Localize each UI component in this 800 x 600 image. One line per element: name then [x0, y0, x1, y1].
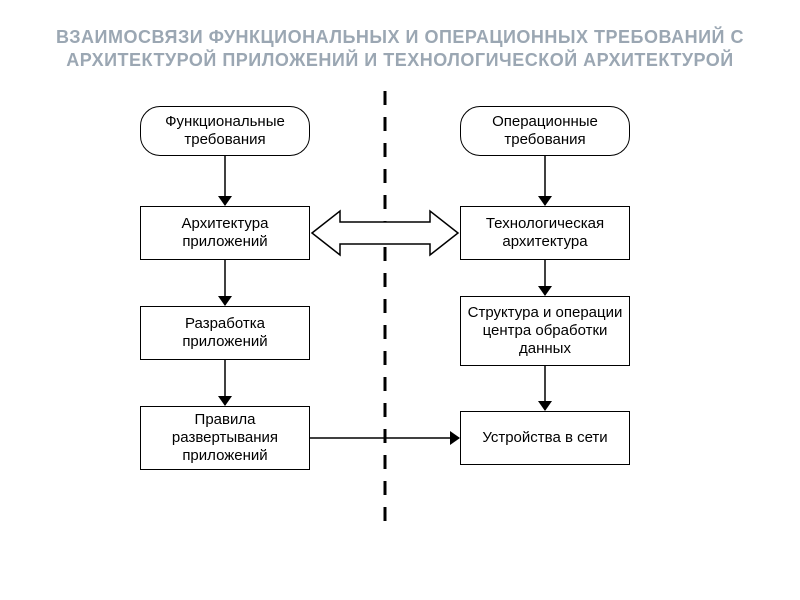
- node-label-appArch: Архитектура приложений: [147, 215, 303, 251]
- diagram-svg: [0, 81, 800, 551]
- node-opReq: Операционные требования: [460, 106, 630, 156]
- node-label-deploy: Правила развертывания приложений: [147, 411, 303, 465]
- node-deploy: Правила развертывания приложений: [140, 406, 310, 470]
- bidirectional-arrow: [312, 211, 458, 255]
- node-appArch: Архитектура приложений: [140, 206, 310, 260]
- node-label-opReq: Операционные требования: [467, 113, 623, 149]
- node-netDev: Устройства в сети: [460, 411, 630, 465]
- node-dcOps: Структура и операции центра обработки да…: [460, 296, 630, 366]
- node-funcReq: Функциональные требования: [140, 106, 310, 156]
- diagram-canvas: Функциональные требования Операционные тр…: [0, 81, 800, 551]
- node-techArch: Технологическая архитектура: [460, 206, 630, 260]
- node-label-dcOps: Структура и операции центра обработки да…: [467, 304, 623, 358]
- node-label-netDev: Устройства в сети: [482, 429, 607, 447]
- page-title: ВЗАИМОСВЯЗИ ФУНКЦИОНАЛЬНЫХ И ОПЕРАЦИОННЫ…: [0, 0, 800, 71]
- node-label-techArch: Технологическая архитектура: [467, 215, 623, 251]
- node-appDev: Разработка приложений: [140, 306, 310, 360]
- node-label-appDev: Разработка приложений: [147, 315, 303, 351]
- node-label-funcReq: Функциональные требования: [147, 113, 303, 149]
